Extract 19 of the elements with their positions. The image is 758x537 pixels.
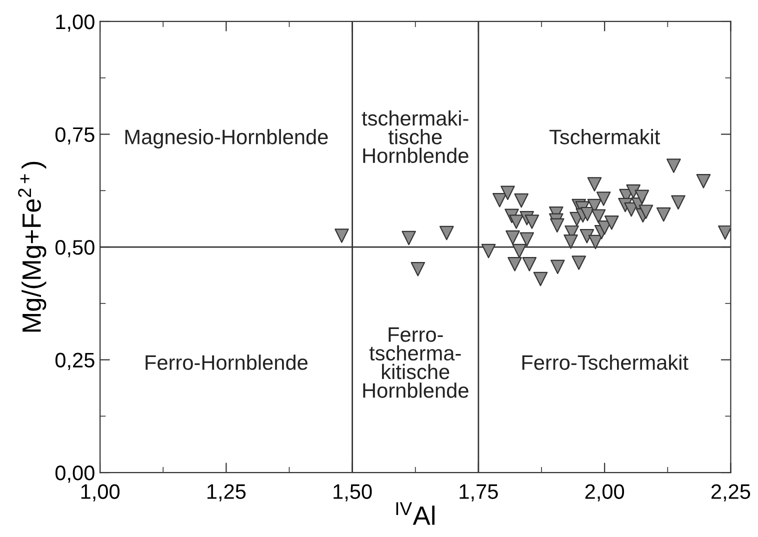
annotation: Ferro-Hornblende [146, 354, 308, 370]
annotation: tschermaki- tische Hornblende [362, 110, 468, 164]
y-axis-title: Mg/(Mg+Fe$^{2+}$) [18, 162, 46, 332]
x-tick-label: 2,00 [585, 484, 624, 502]
y-tick-label: 0,00 [55, 466, 94, 483]
x-tick-label: 1,00 [81, 484, 120, 502]
x-tick-label: 2,25 [711, 484, 750, 502]
annotation: Ferro- tscherma- kitische Hornblende [363, 327, 468, 398]
annotation: Magnesio-Hornblende [125, 129, 328, 148]
annotation: Ferro-Tschermakit [522, 354, 688, 370]
annotation: Tschermakit [549, 129, 660, 144]
y-tick-label: 0,50 [55, 240, 94, 258]
y-tick-label: 1,00 [56, 14, 94, 32]
x-tick-label: 1,50 [334, 484, 372, 502]
x-tick-label: 1,25 [208, 484, 246, 502]
x-axis-title: $^{IV}$Al [396, 502, 434, 525]
x-tick-label: 1,75 [460, 484, 498, 502]
y-tick-label: 0,75 [55, 127, 94, 144]
y-tick-label: 0,25 [55, 352, 94, 370]
